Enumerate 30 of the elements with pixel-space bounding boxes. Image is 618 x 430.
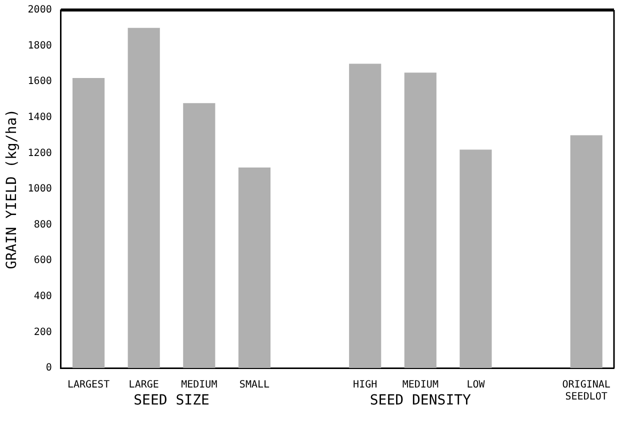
y-tick-label: 1600 [28,76,52,88]
bar [404,72,436,368]
x-tick-label: LARGE [128,380,159,391]
x-tick-label: LARGEST [67,380,110,391]
x-tick-label: ORIGINAL SEEDLOT [562,380,610,403]
y-axis-title: GRAIN YIELD (kg/ha) [4,108,20,270]
bar [349,64,382,368]
y-tick-label: 1400 [28,112,52,123]
text: SEED DENSITY [370,392,472,409]
x-tick-label: MEDIUM [402,380,438,391]
y-tick-label: 2000 [28,4,52,16]
text: SEED SIZE [134,392,210,409]
bar [460,150,492,368]
y-tick-label: 600 [34,255,52,266]
bar [570,135,602,368]
y-tick-label: 200 [34,326,52,338]
bar [72,78,105,368]
bar [183,103,216,368]
y-tick-label: 400 [34,290,52,302]
x-tick-label: HIGH [353,380,378,391]
y-tick-label: 1800 [28,40,52,52]
x-tick-label: LOW [466,380,486,391]
x-tick-label: MEDIUM [181,380,218,391]
bar [128,28,160,368]
y-tick-label: 0 [46,362,52,374]
bar [238,168,271,368]
y-tick-label: 800 [34,219,52,230]
y-tick-label: 1200 [28,148,52,159]
x-tick-label: SMALL [239,380,270,391]
y-tick-label: 1000 [28,184,52,195]
